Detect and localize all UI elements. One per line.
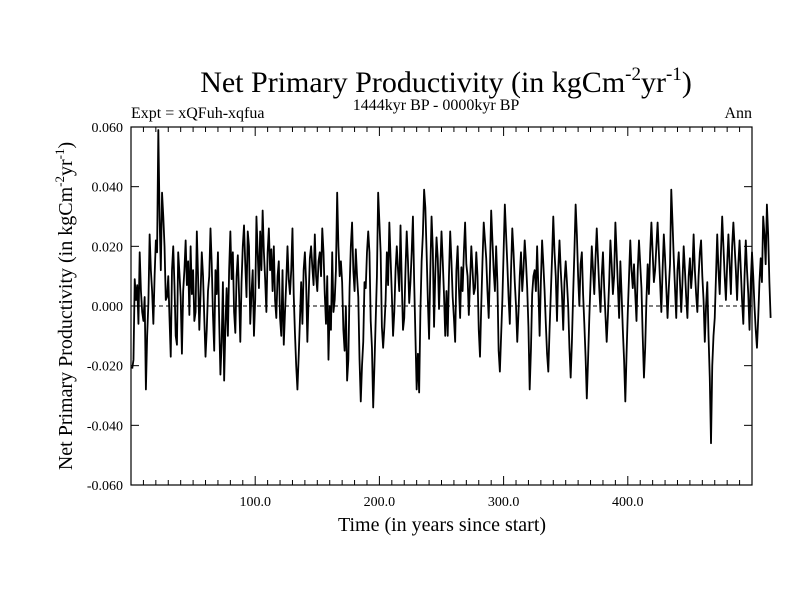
chart-title: Net Primary Productivity (in kgCm-2yr-1) <box>200 64 692 99</box>
x-tick-label: 200.0 <box>364 495 396 510</box>
y-tick-label: -0.040 <box>87 419 123 434</box>
x-tick-label: 300.0 <box>488 495 520 510</box>
x-tick-label: 100.0 <box>239 495 271 510</box>
y-tick-label: 0.040 <box>92 181 124 196</box>
y-tick-label: 0.020 <box>92 240 124 255</box>
x-axis: 100.0 200.0 300.0 400.0 <box>142 127 741 510</box>
subtitle-time-range: 1444kyr BP - 0000kyr BP <box>353 97 520 114</box>
y-axis-label: Net Primary Productivity (in kgCm-2yr-1) <box>52 142 77 470</box>
subtitle-experiment: Expt = xQFuh-xqfua <box>131 105 264 122</box>
y-tick-label: -0.020 <box>87 360 123 375</box>
y-tick-label: 0.000 <box>92 300 124 315</box>
x-tick-label: 400.0 <box>612 495 644 510</box>
subtitle-season: Ann <box>724 105 752 122</box>
x-axis-label: Time (in years since start) <box>338 514 546 536</box>
y-tick-label: 0.060 <box>92 121 124 136</box>
y-tick-label: -0.060 <box>87 479 123 494</box>
series-line-npp <box>131 129 772 445</box>
y-axis: 0.060 0.040 0.020 0.000 -0.020 -0.040 -0.060 <box>87 121 752 494</box>
